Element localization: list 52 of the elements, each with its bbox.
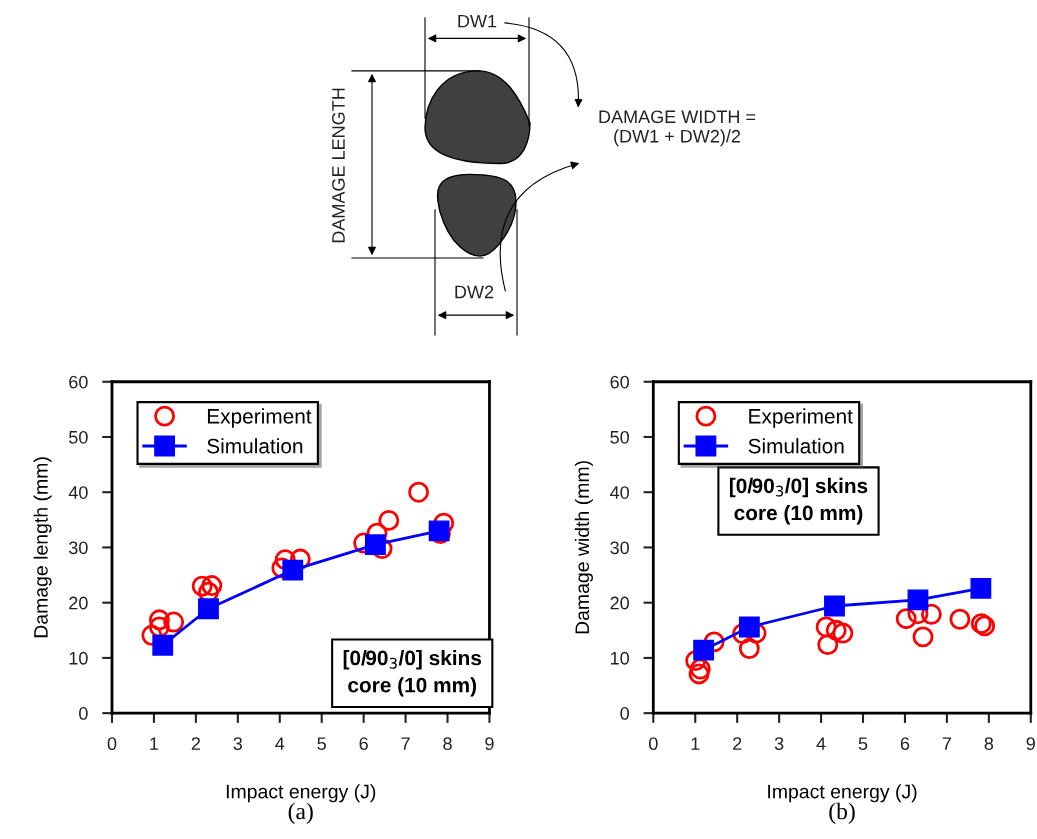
y-tick-label: 20 <box>69 596 88 610</box>
legend-label: Simulation <box>207 438 303 454</box>
x-tick-label: 0 <box>107 737 117 751</box>
x-tick-label: 7 <box>401 737 410 750</box>
y-tick-label: 50 <box>610 430 629 444</box>
text: DAMAGE WIDTH = (DW1 + DW2)/2 <box>599 110 756 147</box>
text: (a) <box>288 802 313 825</box>
x-tick-label: 5 <box>317 737 326 751</box>
text: (b) <box>829 802 855 825</box>
x-axis-title: Impact energy (J) <box>226 784 376 803</box>
legend-label: Experiment <box>207 408 312 428</box>
text: DW1 <box>458 14 497 28</box>
x-tick-label: 7 <box>942 737 952 750</box>
x-tick-label: 2 <box>191 737 200 750</box>
x-tick-label: 3 <box>233 737 243 751</box>
y-tick-label: 30 <box>68 541 88 555</box>
x-tick-label: 9 <box>1026 737 1035 751</box>
y-tick-label: 60 <box>610 375 629 389</box>
x-tick-label: 4 <box>816 737 826 750</box>
x-tick-label: 2 <box>733 737 742 750</box>
x-tick-label: 8 <box>443 737 452 751</box>
legend-label: Experiment <box>749 408 853 428</box>
y-tick-label: 10 <box>610 651 629 665</box>
x-tick-label: 6 <box>900 737 910 751</box>
y-tick-label: 20 <box>610 596 629 610</box>
y-tick-label: 0 <box>79 707 88 720</box>
annotation: [0/90$_{3}$/0] skins <box>729 477 868 498</box>
annotation: core (10 mm) <box>348 677 477 697</box>
x-tick-label: 3 <box>774 737 784 751</box>
y-tick-label: 40 <box>68 486 88 499</box>
y-axis-title: Damage width (mm) <box>574 461 593 634</box>
x-tick-label: 1 <box>150 737 159 750</box>
x-tick-label: 0 <box>648 737 658 751</box>
x-axis-title: Impact energy (J) <box>768 784 917 803</box>
x-tick-label: 1 <box>691 737 700 750</box>
x-tick-label: 4 <box>275 737 285 750</box>
x-tick-label: 8 <box>984 737 994 751</box>
x-tick-label: 5 <box>858 737 868 751</box>
y-tick-label: 50 <box>69 430 88 444</box>
y-tick-label: 30 <box>610 541 629 555</box>
legend-label: Simulation <box>748 438 844 454</box>
text: DW2 <box>455 285 494 299</box>
y-tick-label: 10 <box>69 651 88 665</box>
annotation: core (10 mm) <box>734 504 863 525</box>
text: DAMAGE LENGTH <box>332 88 345 243</box>
y-tick-label: 0 <box>620 707 629 720</box>
y-axis-title: Damage length (mm) <box>33 457 52 638</box>
x-tick-label: 6 <box>359 737 368 751</box>
y-tick-label: 40 <box>610 486 629 499</box>
annotation: [0/90$_{3}$/0] skins <box>343 650 482 670</box>
x-tick-label: 9 <box>485 737 494 751</box>
y-tick-label: 60 <box>69 375 88 389</box>
